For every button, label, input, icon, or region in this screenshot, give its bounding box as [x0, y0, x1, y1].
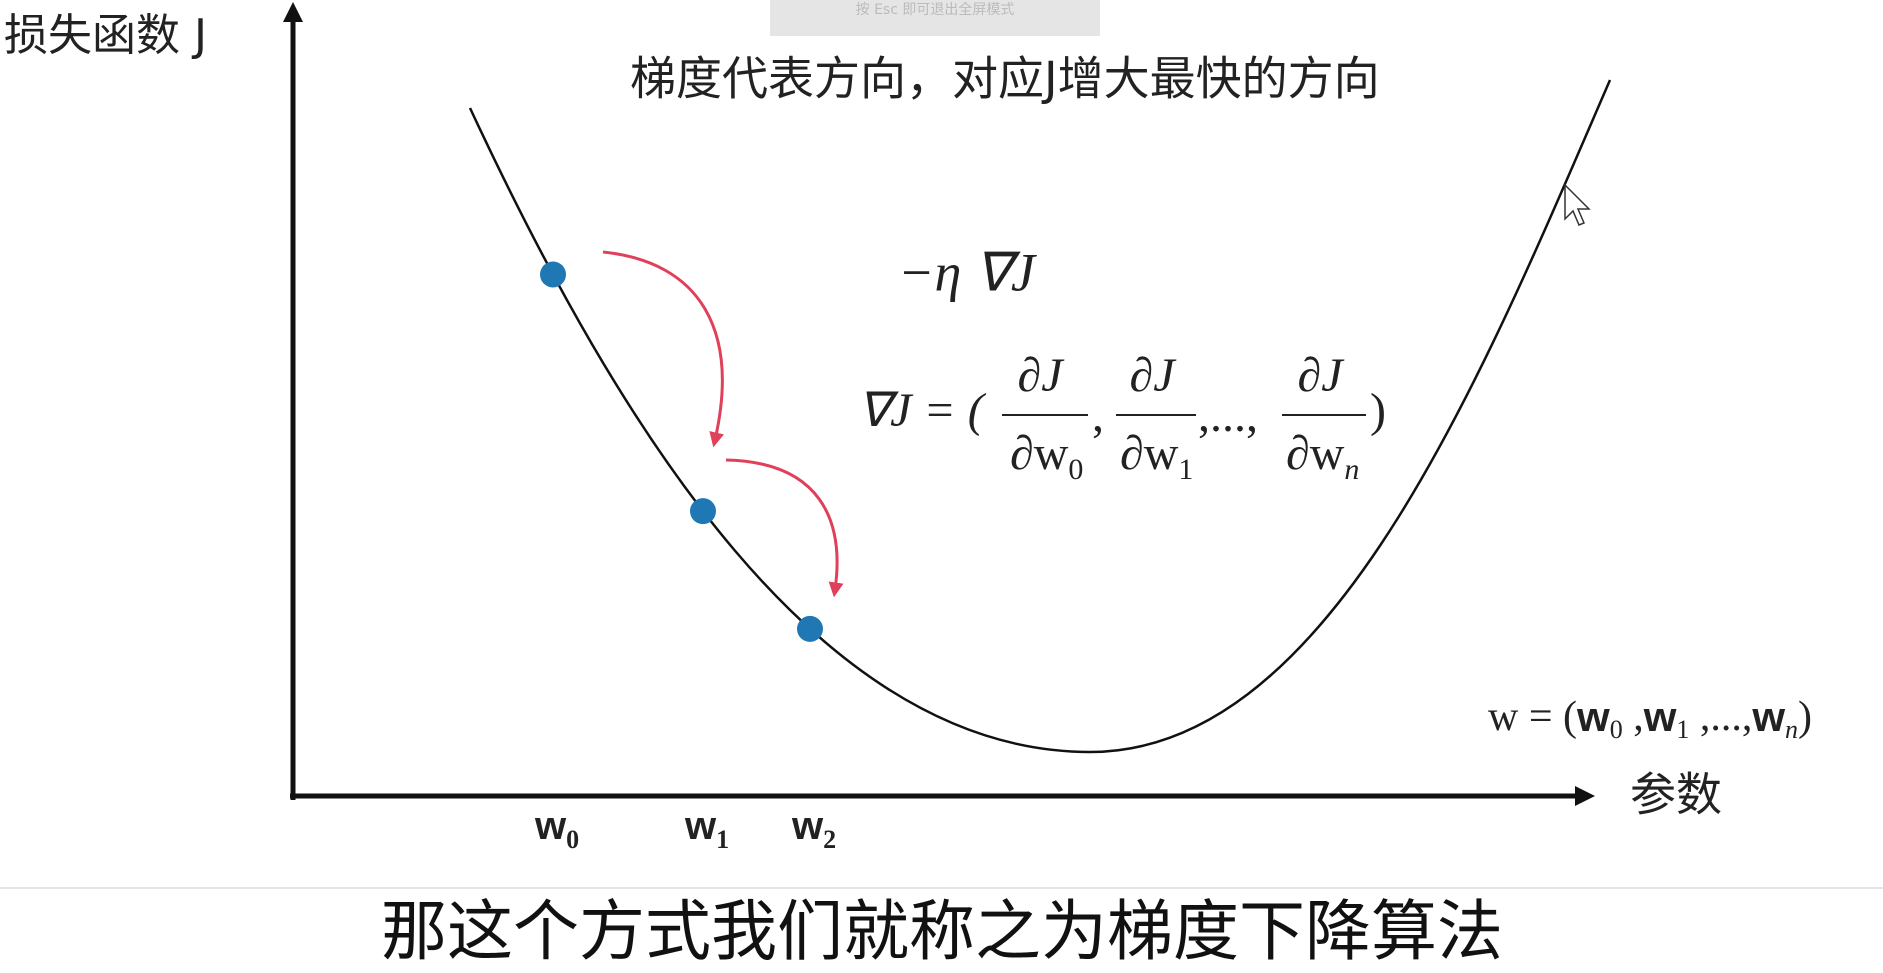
- step-formula: −η ∇J: [898, 242, 1038, 302]
- subtitle: 那这个方式我们就称之为梯度下降算法: [381, 893, 1503, 970]
- point-label: w1: [684, 804, 729, 854]
- fraction-denominator: ∂w1: [1120, 427, 1193, 486]
- gradient-formula: ∇J = ( ∂J ∂w0 , ∂J ∂w1 ,..., ∂J ∂wn ): [858, 349, 1386, 486]
- toast-text: 按 Esc 即可退出全屏模式: [856, 1, 1015, 18]
- separator: ,...,: [1198, 389, 1258, 442]
- point-label-sub: 1: [716, 825, 729, 854]
- point: [539, 261, 566, 288]
- formula-lhs: ∇J = (: [858, 384, 987, 437]
- step-arrow: [725, 458, 844, 598]
- point-label-sub: 0: [566, 825, 579, 854]
- fraction-denominator: ∂w0: [1010, 427, 1083, 486]
- fraction-numerator: ∂J: [1017, 349, 1065, 402]
- point-label: w0: [534, 804, 579, 854]
- point-label-base: w: [684, 804, 717, 848]
- step-arrow: [602, 250, 724, 448]
- y-axis-label: 损失函数 J: [4, 10, 207, 61]
- heading: 梯度代表方向，对应J增大最快的方向: [630, 52, 1380, 106]
- fraction-numerator: ∂J: [1129, 349, 1177, 402]
- point-label-base: w: [534, 804, 567, 848]
- parameter-vector: w = (w0 ,w1 ,...,wn): [1488, 693, 1812, 744]
- loss-curve: [468, 79, 1612, 754]
- point: [689, 498, 716, 525]
- formula-close: ): [1370, 384, 1386, 437]
- point-label-base: w: [791, 804, 824, 848]
- point: [796, 615, 823, 642]
- fraction-denominator: ∂wn: [1286, 427, 1359, 486]
- toast-box: [770, 0, 1100, 36]
- points: w0 w1 w2: [534, 261, 836, 854]
- mouse-cursor: [1564, 183, 1591, 226]
- x-axis-label: 参数: [1630, 768, 1722, 822]
- separator: ,: [1092, 389, 1104, 442]
- point-label: w2: [791, 804, 836, 854]
- fraction-numerator: ∂J: [1297, 349, 1345, 402]
- point-label-sub: 2: [823, 825, 836, 854]
